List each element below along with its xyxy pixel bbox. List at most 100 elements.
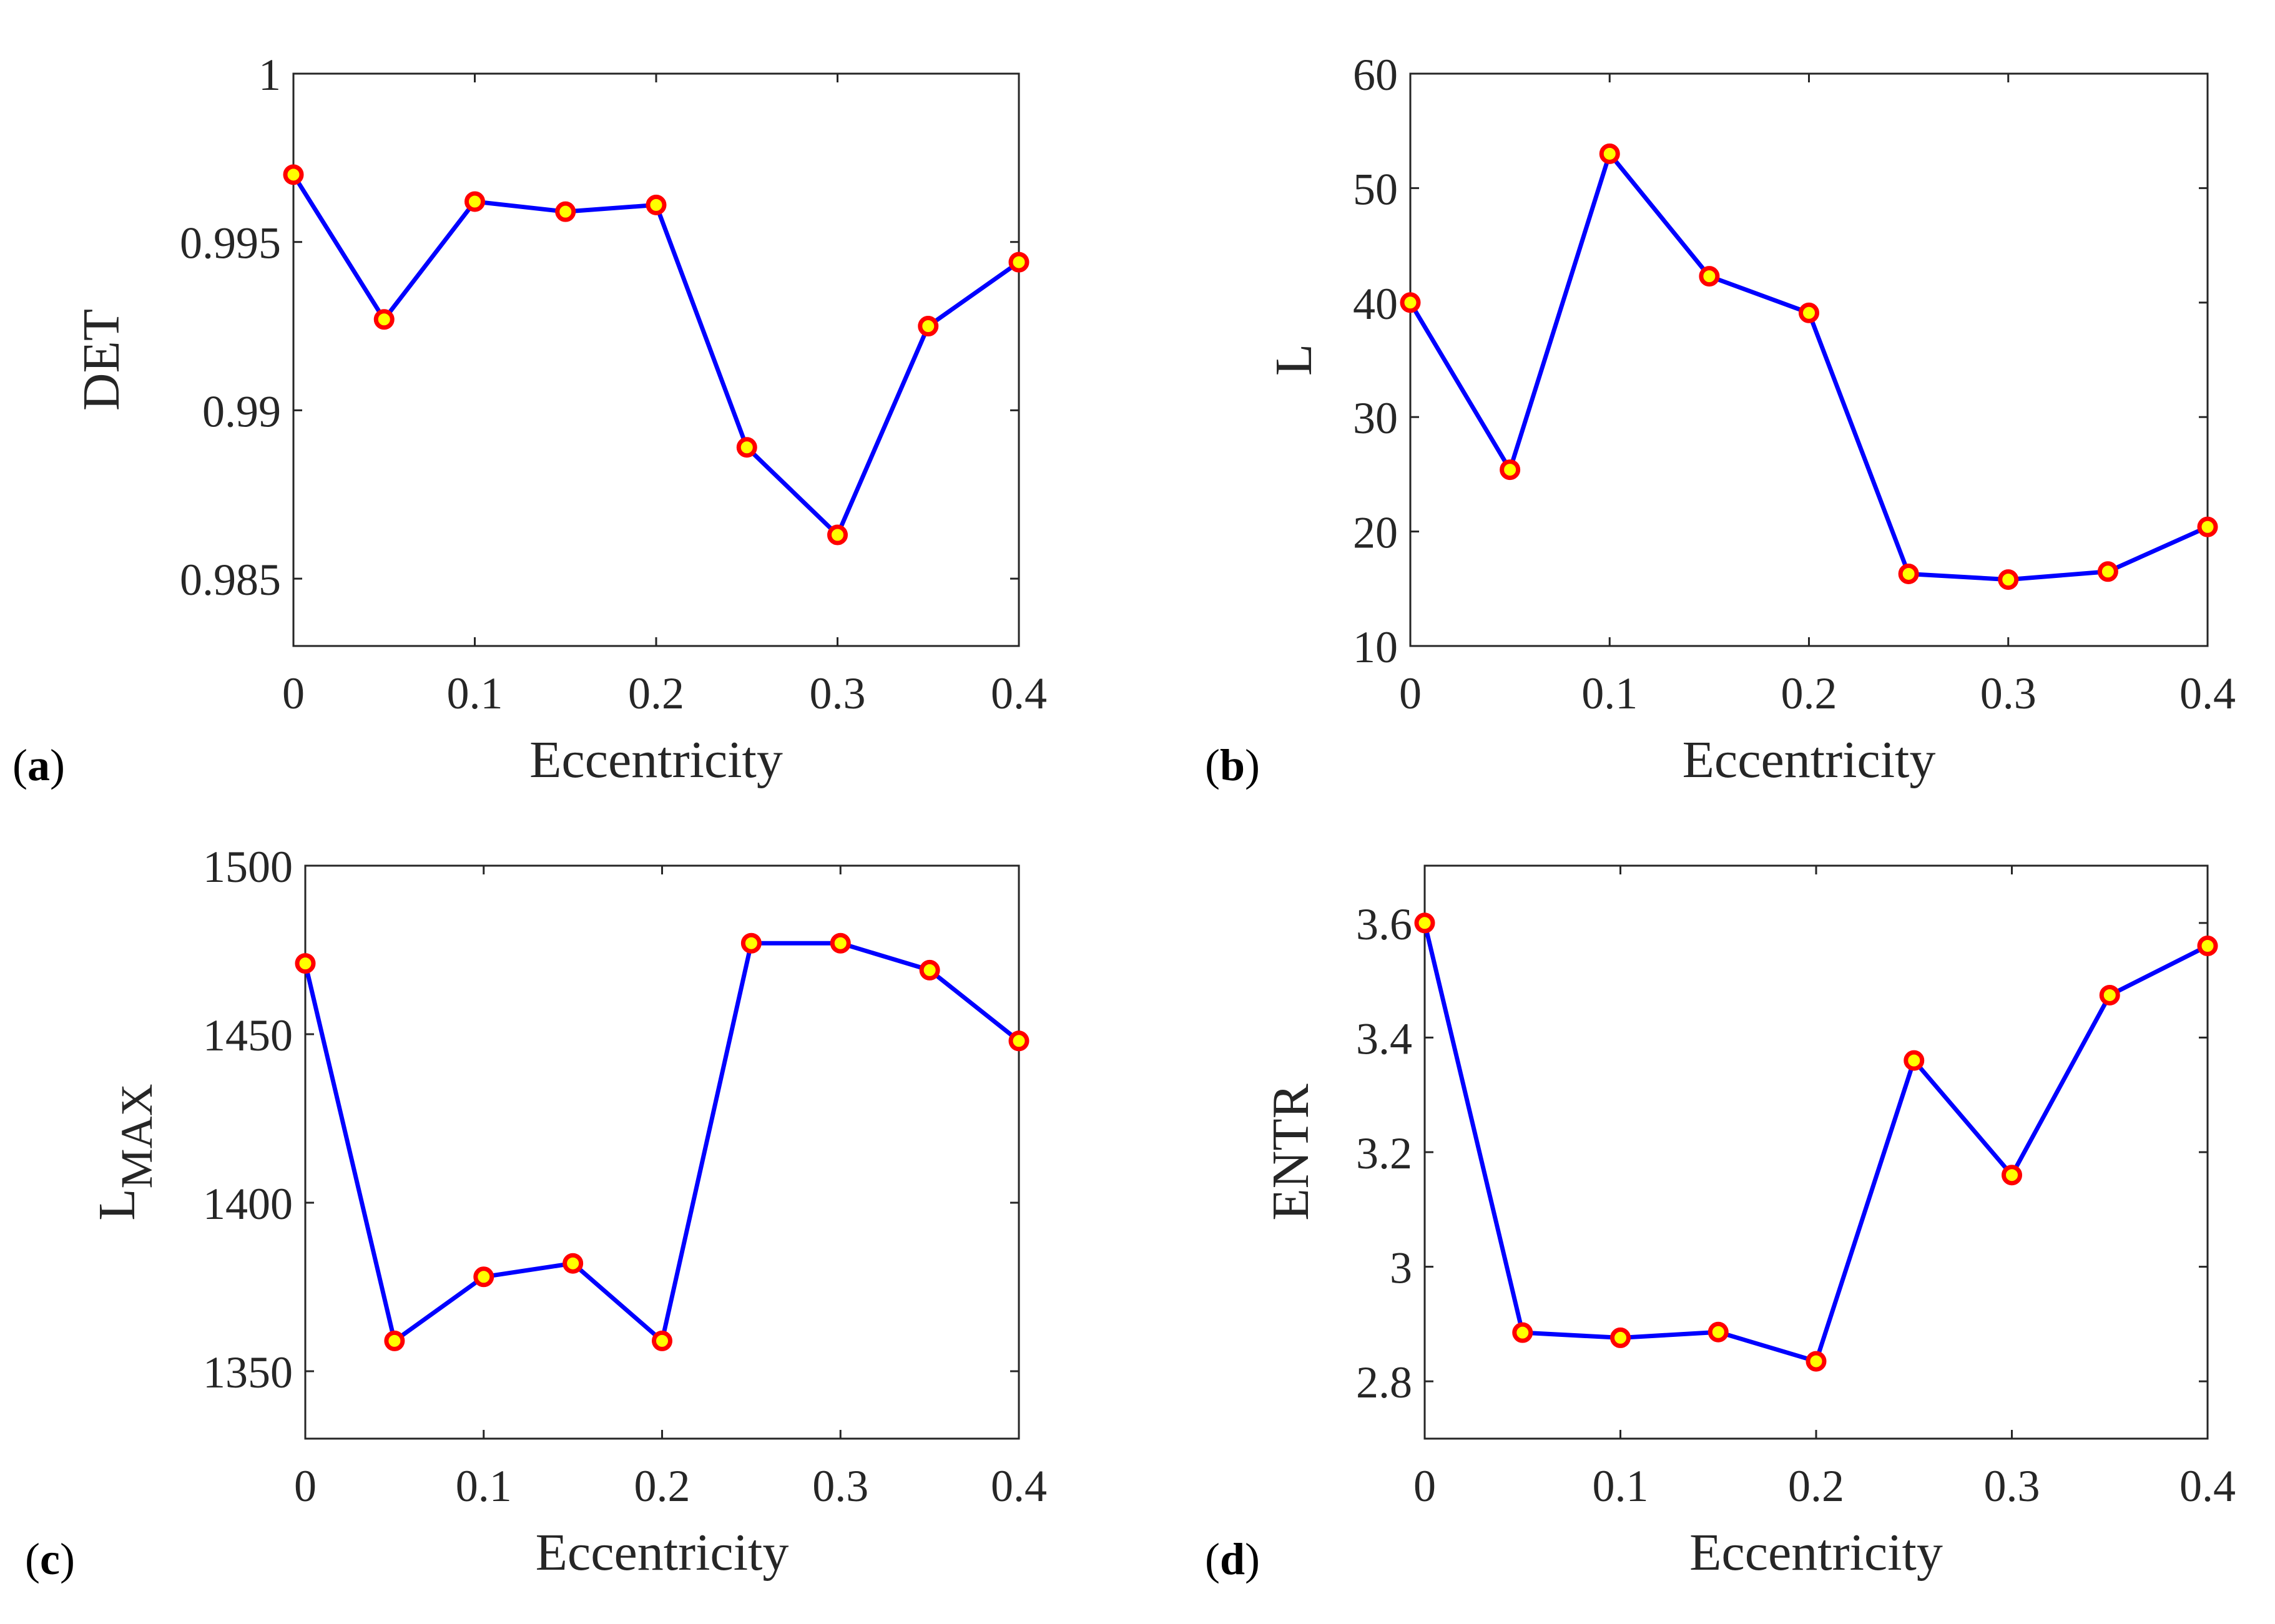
data-point — [918, 316, 939, 337]
panel-a: 0 0.1 0.2 0.3 0.4 0.985 0.99 0.995 1 Eccentricity… — [12, 50, 1047, 790]
data-point — [2099, 984, 2120, 1005]
data-point — [1799, 302, 1819, 323]
x-axis-label: Eccentricity — [529, 731, 783, 789]
data-point — [473, 1266, 494, 1288]
x-tick-label: 0 — [282, 668, 305, 718]
y-tick-label: 60 — [1353, 50, 1398, 100]
y-axis-label: DET — [72, 309, 130, 411]
data-point — [1998, 569, 2019, 590]
data-point — [2197, 936, 2218, 957]
x-tick-label: 0.1 — [447, 668, 503, 718]
data-point — [283, 164, 304, 185]
x-tick-label: 0.1 — [456, 1461, 512, 1511]
data-point — [740, 932, 762, 954]
x-axis-label: Eccentricity — [1683, 731, 1936, 789]
data-point — [1599, 143, 1620, 164]
y-tick-label: 40 — [1353, 279, 1398, 329]
data-point — [1806, 1351, 1827, 1372]
y-tick-label: 2.8 — [1356, 1357, 1412, 1407]
panel-label-paren: ) — [1245, 740, 1260, 790]
x-tick-label: 0 — [294, 1461, 317, 1511]
data-point — [2097, 561, 2118, 582]
panel-label-paren: ( — [25, 1534, 40, 1584]
x-tick-label: 0.1 — [1581, 668, 1638, 718]
panel-label-paren: ( — [1205, 1534, 1220, 1584]
panel-d: 0 0.1 0.2 0.3 0.4 2.8 3 3.2 3.4 3.6 Eccentricity EN… — [1205, 864, 2236, 1584]
x-tick-label: 0.3 — [812, 1461, 868, 1511]
y-tick-label: 1400 — [203, 1179, 293, 1229]
y-tick-label: 30 — [1353, 393, 1398, 443]
panel-label-paren: ) — [1245, 1534, 1260, 1584]
panel-label: (b) — [1205, 740, 1260, 790]
panel-b: 0 0.1 0.2 0.3 0.4 10 20 30 40 50 60 Eccentricity L (b… — [1205, 50, 2236, 790]
data-point — [736, 437, 757, 458]
y-tick-label: 3 — [1390, 1243, 1412, 1293]
data-point — [1008, 252, 1029, 273]
panel-label-letter: c — [40, 1534, 60, 1584]
y-tick-label: 0.985 — [180, 555, 281, 605]
x-tick-label: 0.3 — [1984, 1461, 2040, 1511]
y-tick-label: 20 — [1353, 508, 1398, 558]
y-tick-label: 1350 — [203, 1348, 293, 1397]
data-point — [1008, 1030, 1029, 1052]
data-point — [373, 309, 395, 330]
panel-label: (d) — [1205, 1534, 1260, 1584]
panel-label-letter: d — [1220, 1534, 1245, 1584]
x-tick-label: 0.3 — [810, 668, 866, 718]
panel-label-paren: ( — [12, 740, 27, 790]
data-point — [646, 194, 667, 215]
data-point — [1610, 1327, 1631, 1348]
x-axis-label: Eccentricity — [536, 1524, 789, 1582]
data-point — [1699, 266, 1720, 287]
data-point — [1414, 912, 1435, 934]
x-tick-label: 0.2 — [1788, 1461, 1844, 1511]
x-tick-label: 0 — [1399, 668, 1422, 718]
data-point — [555, 201, 576, 222]
y-tick-label: 3.4 — [1356, 1014, 1412, 1064]
y-tick-label: 1 — [258, 50, 281, 100]
y-tick-label: 3.6 — [1356, 899, 1412, 949]
data-point — [2197, 516, 2218, 537]
x-axis-label: Eccentricity — [1689, 1524, 1943, 1582]
x-tick-label: 0.4 — [2179, 668, 2236, 718]
data-point — [1500, 459, 1521, 481]
data-point — [652, 1330, 672, 1351]
panel-label: (c) — [25, 1534, 75, 1584]
y-tick-label: 0.99 — [202, 386, 281, 436]
panel-label: (a) — [12, 740, 65, 790]
x-tick-label: 0.4 — [2179, 1461, 2236, 1511]
y-tick-label: 10 — [1353, 622, 1398, 672]
y-tick-label: 3.2 — [1356, 1128, 1412, 1178]
panel-c: 0 0.1 0.2 0.3 0.4 1350 1400 1450 1500 Eccentricit… — [25, 842, 1047, 1584]
x-tick-label: 0.3 — [1980, 668, 2037, 718]
y-tick-label: 1500 — [203, 842, 293, 892]
x-tick-label: 0 — [1413, 1461, 1436, 1511]
data-point — [2002, 1165, 2022, 1186]
panel-label-paren: ( — [1205, 740, 1220, 790]
x-tick-label: 0.1 — [1593, 1461, 1649, 1511]
data-point — [384, 1330, 405, 1351]
data-point — [563, 1253, 584, 1274]
x-tick-label: 0.4 — [991, 668, 1047, 718]
x-tick-label: 0.2 — [634, 1461, 690, 1511]
y-axis-label: L — [1265, 344, 1323, 376]
panel-label-letter: b — [1220, 740, 1245, 790]
panel-label-paren: ) — [60, 1534, 75, 1584]
data-point — [1400, 292, 1421, 313]
data-point — [1898, 563, 1919, 584]
panel-label-letter: a — [27, 740, 50, 790]
data-point — [827, 524, 848, 545]
x-tick-label: 0.4 — [991, 1461, 1047, 1511]
y-tick-label: 0.995 — [180, 218, 281, 268]
data-point — [919, 959, 940, 981]
panel-label-paren: ) — [50, 740, 65, 790]
data-point — [830, 932, 851, 954]
data-point — [1512, 1322, 1533, 1343]
data-point — [1707, 1321, 1729, 1343]
data-point — [1904, 1050, 1925, 1071]
y-tick-label: 1450 — [203, 1010, 293, 1060]
y-axis-label-subscript: MAX — [112, 1083, 162, 1188]
y-tick-label: 50 — [1353, 164, 1398, 214]
